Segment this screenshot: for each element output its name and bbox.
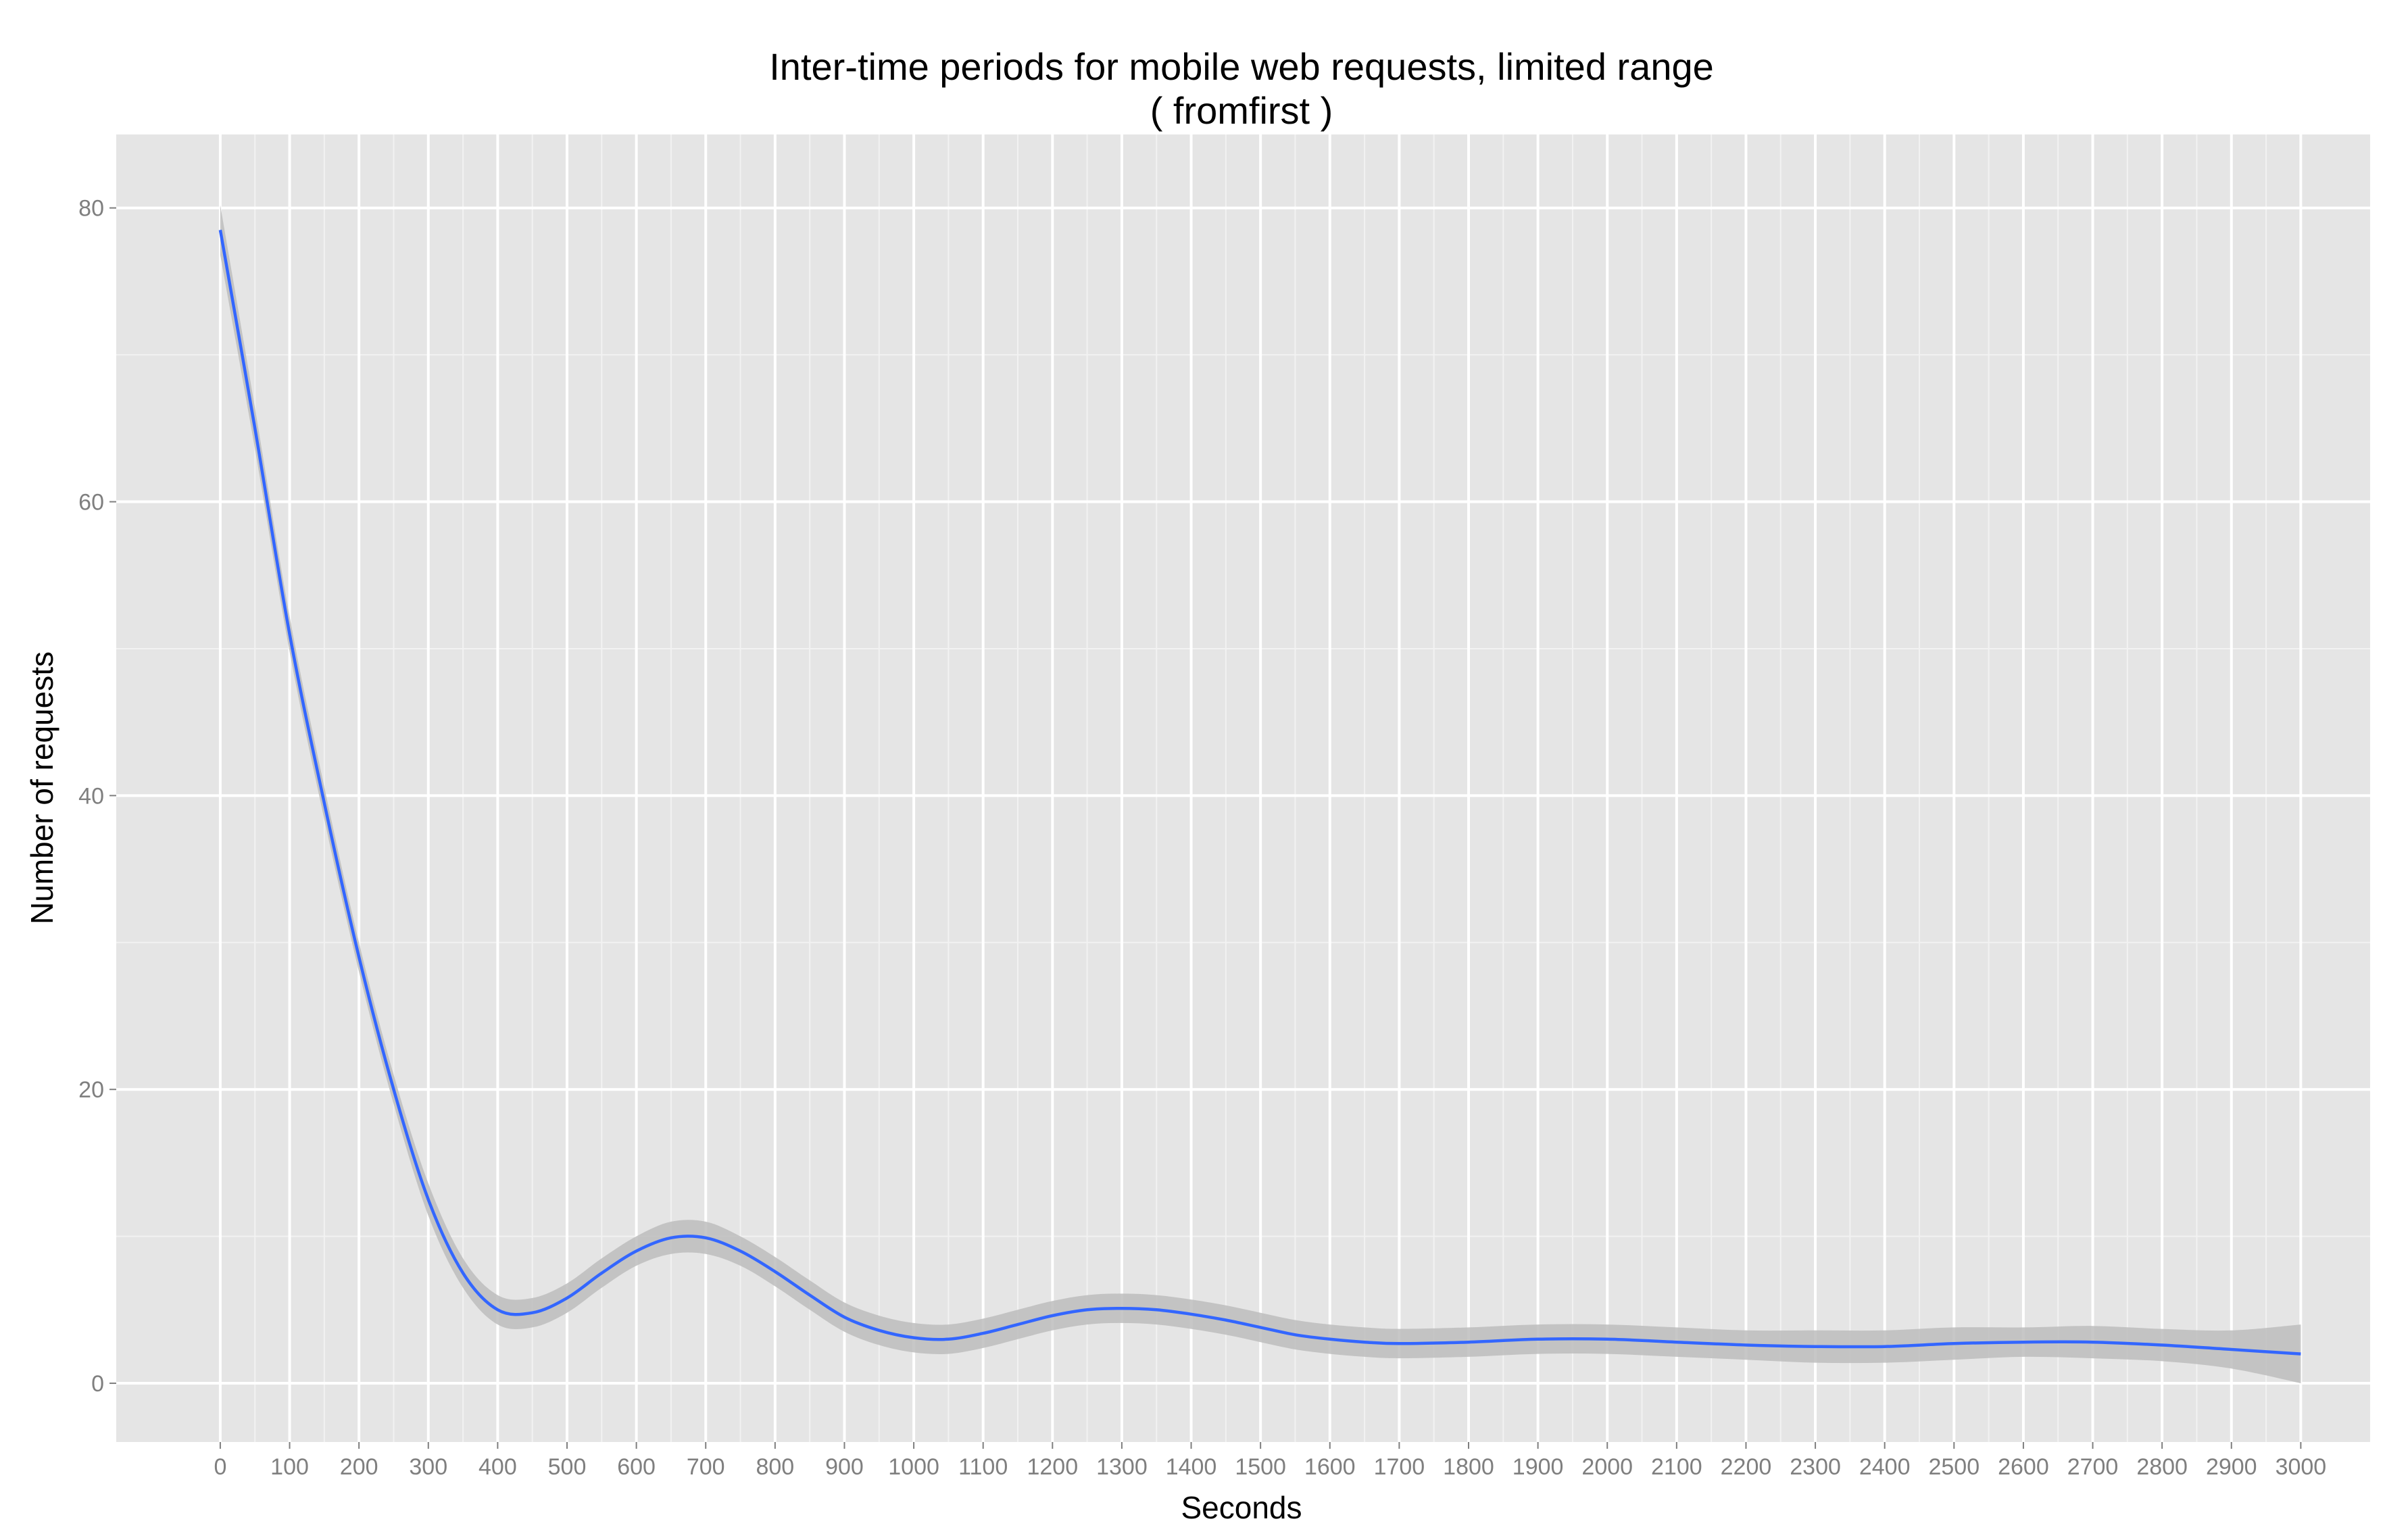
x-tick-label: 2600 bbox=[1998, 1454, 2049, 1480]
y-tick-label: 40 bbox=[78, 783, 104, 809]
x-tick-label: 1900 bbox=[1513, 1454, 1564, 1480]
x-tick-label: 1300 bbox=[1096, 1454, 1148, 1480]
x-tick-label: 1800 bbox=[1443, 1454, 1494, 1480]
y-axis: 0 20 40 60 80 bbox=[78, 196, 116, 1397]
x-tick-label: 1400 bbox=[1166, 1454, 1217, 1480]
x-tick-label: 1200 bbox=[1027, 1454, 1078, 1480]
x-tick-label: 900 bbox=[825, 1454, 864, 1480]
x-tick-label: 700 bbox=[687, 1454, 725, 1480]
x-axis: 0 100 200 300 400 500 600 700 800 900 1000 1100 1200… bbox=[214, 1442, 2326, 1480]
x-tick-label: 1100 bbox=[958, 1454, 1008, 1480]
smooth-line bbox=[218, 229, 2301, 1356]
x-tick-label: 1600 bbox=[1304, 1454, 1356, 1480]
plot-panel bbox=[116, 134, 2370, 1442]
minor-gridlines bbox=[116, 134, 2370, 1442]
x-tick-label: 100 bbox=[270, 1454, 309, 1480]
x-tick-label: 0 bbox=[214, 1454, 226, 1480]
x-tick-label: 2100 bbox=[1651, 1454, 1702, 1480]
x-tick-label: 600 bbox=[617, 1454, 656, 1480]
y-tick-label: 80 bbox=[78, 196, 104, 222]
x-tick-label: 200 bbox=[340, 1454, 378, 1480]
x-tick-label: 2900 bbox=[2206, 1454, 2257, 1480]
y-tick-label: 60 bbox=[78, 490, 104, 516]
x-tick-label: 2500 bbox=[1928, 1454, 1980, 1480]
x-tick-label: 1500 bbox=[1235, 1454, 1286, 1480]
y-tick-label: 0 bbox=[91, 1371, 104, 1397]
x-axis-title: Seconds bbox=[1181, 1490, 1302, 1525]
x-tick-label: 2300 bbox=[1790, 1454, 1841, 1480]
x-tick-label: 400 bbox=[478, 1454, 517, 1480]
x-tick-label: 2800 bbox=[2136, 1454, 2188, 1480]
x-tick-label: 300 bbox=[409, 1454, 447, 1480]
x-tick-label: 2200 bbox=[1721, 1454, 1772, 1480]
x-tick-label: 1000 bbox=[888, 1454, 939, 1480]
x-tick-label: 3000 bbox=[2276, 1454, 2327, 1480]
x-tick-label: 2400 bbox=[1859, 1454, 1911, 1480]
x-tick-label: 2700 bbox=[2067, 1454, 2119, 1480]
x-tick-label: 1700 bbox=[1374, 1454, 1425, 1480]
chart-title: Inter-time periods for mobile web reques… bbox=[769, 45, 1714, 88]
x-tick-label: 2000 bbox=[1581, 1454, 1633, 1480]
y-tick-label: 20 bbox=[78, 1077, 104, 1103]
x-tick-label: 800 bbox=[756, 1454, 794, 1480]
x-tick-label: 500 bbox=[548, 1454, 587, 1480]
chart-subtitle: ( fromfirst ) bbox=[1150, 89, 1333, 132]
y-axis-title: Number of requests bbox=[24, 651, 59, 924]
